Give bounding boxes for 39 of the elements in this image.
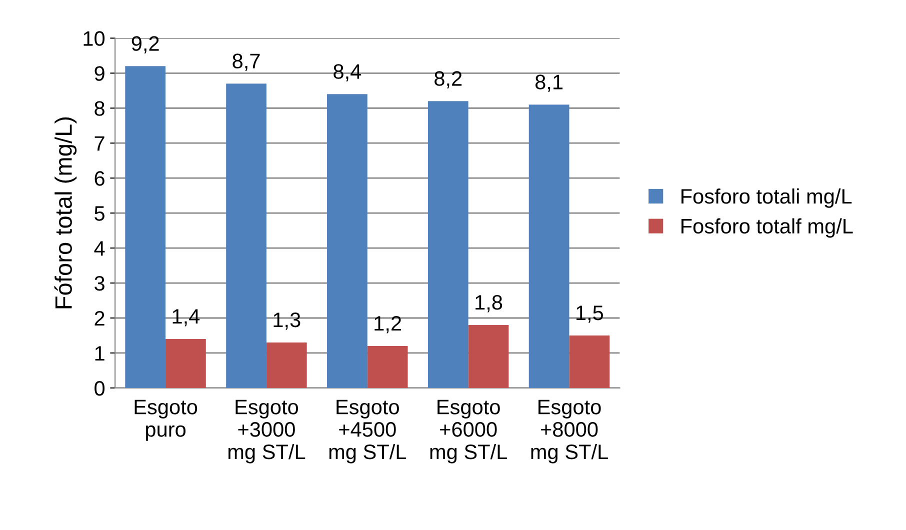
y-tick-label: 3 (94, 276, 104, 291)
bar (266, 342, 307, 388)
legend-label: Fosforo totalf mg/L (682, 218, 853, 238)
data-label: 1,4 (172, 309, 200, 326)
bar (125, 66, 166, 388)
x-tick-label: Esgoto +8000 mg ST/L (531, 400, 608, 464)
bar (367, 346, 408, 388)
data-label: 8,7 (232, 54, 260, 71)
bar (226, 84, 266, 388)
bar (569, 335, 610, 388)
y-tick-label: 6 (94, 171, 104, 186)
bar (327, 94, 368, 388)
data-label: 8,2 (434, 71, 462, 88)
x-tick-label: Esgoto +4500 mg ST/L (329, 400, 406, 464)
bar (166, 338, 206, 388)
data-label: 1,5 (576, 306, 604, 323)
x-tick-label: Esgoto +6000 mg ST/L (430, 400, 507, 464)
y-tick-label: 2 (94, 311, 104, 326)
data-label: 8,1 (535, 74, 563, 92)
x-tick-label: Esgoto puro (134, 400, 198, 441)
y-tick-label: 1 (95, 346, 104, 361)
legend-label: Fosforo totali mg/L (682, 188, 852, 208)
data-label: 1,8 (476, 295, 502, 312)
bar (528, 104, 570, 388)
bar (428, 101, 468, 388)
data-label: 1,3 (274, 312, 300, 330)
x-tick-label: Esgoto +3000 mg ST/L (228, 400, 306, 464)
y-tick-label: 10 (84, 31, 105, 46)
data-label: 8,4 (334, 64, 362, 82)
y-tick-label: 9 (94, 66, 104, 81)
y-tick-label: 7 (94, 136, 104, 151)
y-tick-label: 8 (94, 101, 104, 116)
bar (468, 324, 509, 388)
data-label: 9,2 (132, 36, 159, 54)
y-tick-label: 5 (94, 206, 104, 221)
y-tick-label: 4 (94, 241, 105, 256)
data-label: 1,2 (374, 316, 402, 334)
y-tick-label: 0 (94, 380, 105, 396)
y-axis-title: Fóforo total (mg/L) (54, 117, 77, 308)
